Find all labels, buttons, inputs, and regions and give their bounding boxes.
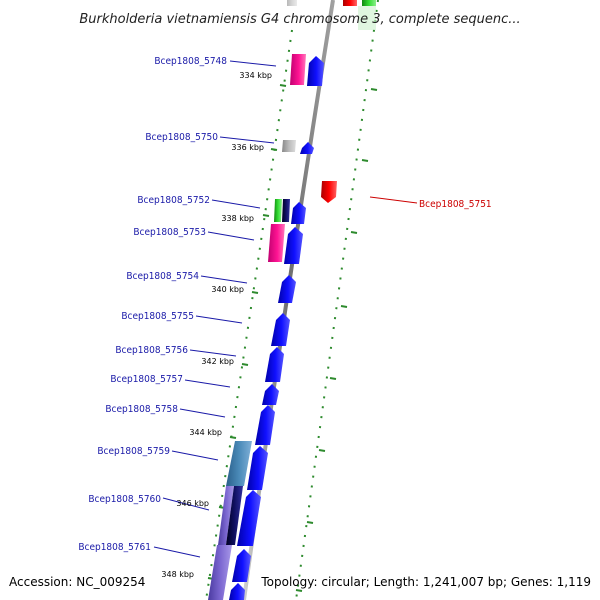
cds-5759-arrow — [247, 446, 268, 490]
gene-label-5750: Bcep1808_5750 — [145, 132, 218, 143]
tick-label-336: 336 kbp — [231, 143, 264, 152]
cds-5752-navy — [282, 199, 290, 222]
reverse-leader-line — [369, 196, 418, 204]
cds-5761-purple — [208, 545, 232, 600]
topology-summary: Topology: circular; Length: 1,241,007 bp… — [260, 575, 591, 589]
gene-label-5758: Bcep1808_5758 — [105, 404, 178, 415]
gene-label-5756: Bcep1808_5756 — [115, 345, 188, 356]
cds-5751-arrow — [321, 181, 337, 203]
cds-5757-arrow — [262, 384, 279, 405]
cds-5756-arrow — [265, 347, 284, 382]
outer-dotted-track — [295, 0, 379, 600]
cds-5748-pink — [290, 54, 306, 85]
cds-5760-arrow — [237, 490, 261, 546]
gene-label-5751: Bcep1808_5751 — [419, 199, 492, 210]
cds-5753-arrow — [284, 227, 303, 264]
inner-dotted-track — [205, 29, 293, 600]
cds-top-grey — [287, 0, 297, 6]
gene-label-5752: Bcep1808_5752 — [137, 195, 210, 206]
cds-5760-navy — [226, 486, 243, 545]
tick-label-338: 338 kbp — [221, 214, 254, 223]
tick-label-342: 342 kbp — [201, 357, 234, 366]
cds-5750-grey — [282, 140, 296, 152]
cds-5752-arrow — [291, 202, 306, 224]
tick-label-348: 348 kbp — [161, 570, 194, 579]
cds-5748-arrow — [307, 56, 324, 86]
cds-5752-green — [274, 199, 282, 222]
cds-top-red — [343, 0, 357, 6]
cds-5760-purple — [218, 486, 234, 545]
outer-tick-marks — [295, 88, 378, 592]
forward-leader-lines — [153, 60, 277, 558]
tick-label-344: 344 kbp — [189, 428, 222, 437]
gene-label-5754: Bcep1808_5754 — [126, 271, 199, 282]
tick-label-346: 346 kbp — [176, 499, 209, 508]
cds-5753-pink — [268, 224, 285, 262]
gene-label-5748: Bcep1808_5748 — [154, 56, 227, 67]
gene-label-5757: Bcep1808_5757 — [110, 374, 183, 385]
cds-5759-steel — [226, 441, 252, 486]
cds-5758-arrow — [255, 405, 275, 445]
tick-label-340: 340 kbp — [211, 285, 244, 294]
map-title: Burkholderia vietnamiensis G4 chromosome… — [79, 12, 520, 27]
cds-5762-arrow — [229, 583, 245, 600]
cds-top-green — [362, 0, 376, 6]
cds-5754-arrow — [278, 275, 296, 303]
tick-label-334: 334 kbp — [239, 71, 272, 80]
gene-label-5760: Bcep1808_5760 — [88, 494, 161, 505]
gene-label-5759: Bcep1808_5759 — [97, 446, 170, 457]
cds-5755-arrow — [271, 313, 290, 346]
accession-text: Accession: NC_009254 — [9, 575, 145, 589]
gene-label-5761: Bcep1808_5761 — [78, 542, 151, 553]
gene-label-5755: Bcep1808_5755 — [121, 311, 194, 322]
gene-label-5753: Bcep1808_5753 — [133, 227, 206, 238]
cds-5761-arrow — [232, 549, 251, 582]
cds-top-green-faint — [358, 6, 376, 30]
cds-5750-arrow — [300, 142, 314, 154]
